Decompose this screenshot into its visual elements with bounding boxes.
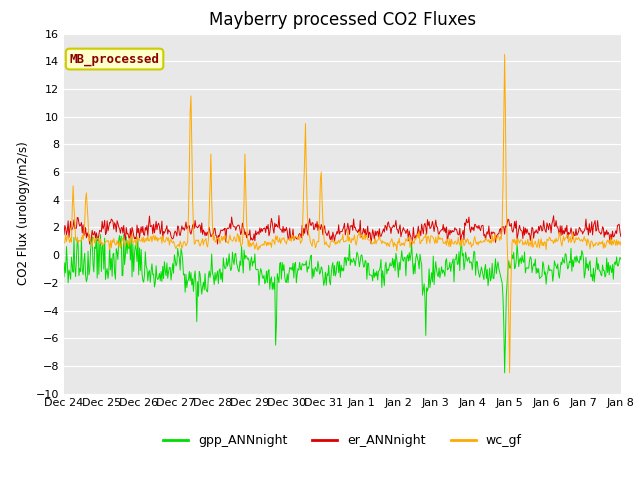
Title: Mayberry processed CO2 Fluxes: Mayberry processed CO2 Fluxes	[209, 11, 476, 29]
Legend: gpp_ANNnight, er_ANNnight, wc_gf: gpp_ANNnight, er_ANNnight, wc_gf	[158, 429, 527, 452]
Text: MB_processed: MB_processed	[70, 52, 159, 66]
Y-axis label: CO2 Flux (urology/m2/s): CO2 Flux (urology/m2/s)	[17, 142, 30, 286]
